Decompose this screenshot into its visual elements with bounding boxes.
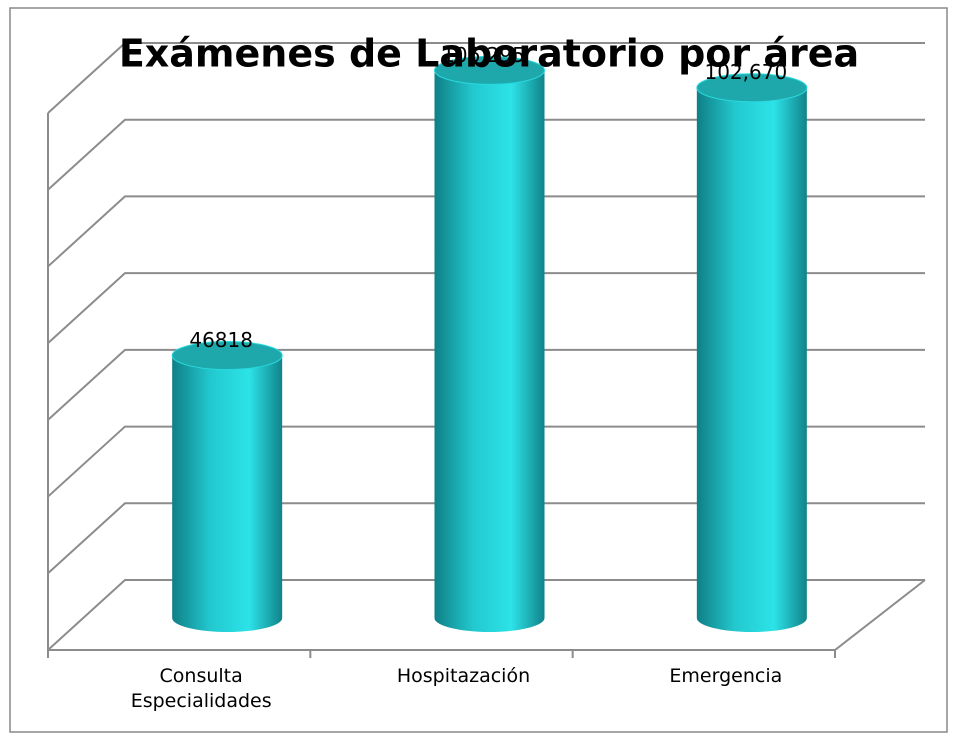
frame — [9, 7, 948, 733]
bar-top — [434, 55, 545, 85]
value-label: 46818 — [189, 328, 253, 352]
value-label: 102,670 — [704, 60, 787, 84]
bar-top — [171, 341, 283, 371]
x-tick-label: Consulta Especialidades — [130, 665, 272, 712]
bar — [434, 55, 545, 633]
x-tick-label: Emergencia — [669, 665, 783, 687]
bar-body — [434, 70, 545, 633]
grid-line — [47, 579, 925, 651]
grid-line — [47, 42, 925, 114]
grid-line — [47, 425, 925, 498]
grid-line — [47, 272, 925, 344]
chart-title: Exámenes de Laboratorio por área — [119, 32, 859, 76]
bar-body — [696, 87, 807, 633]
value-label: 106,295 — [442, 43, 525, 67]
x-tick-label: Hospitazación — [396, 665, 531, 687]
bar-body — [172, 355, 283, 633]
grid-line — [47, 502, 925, 575]
grid-line — [47, 195, 925, 268]
bar-top — [696, 73, 808, 103]
bar — [171, 341, 283, 633]
grid-line — [47, 118, 925, 191]
grid-line — [47, 348, 925, 421]
bar — [696, 73, 808, 633]
